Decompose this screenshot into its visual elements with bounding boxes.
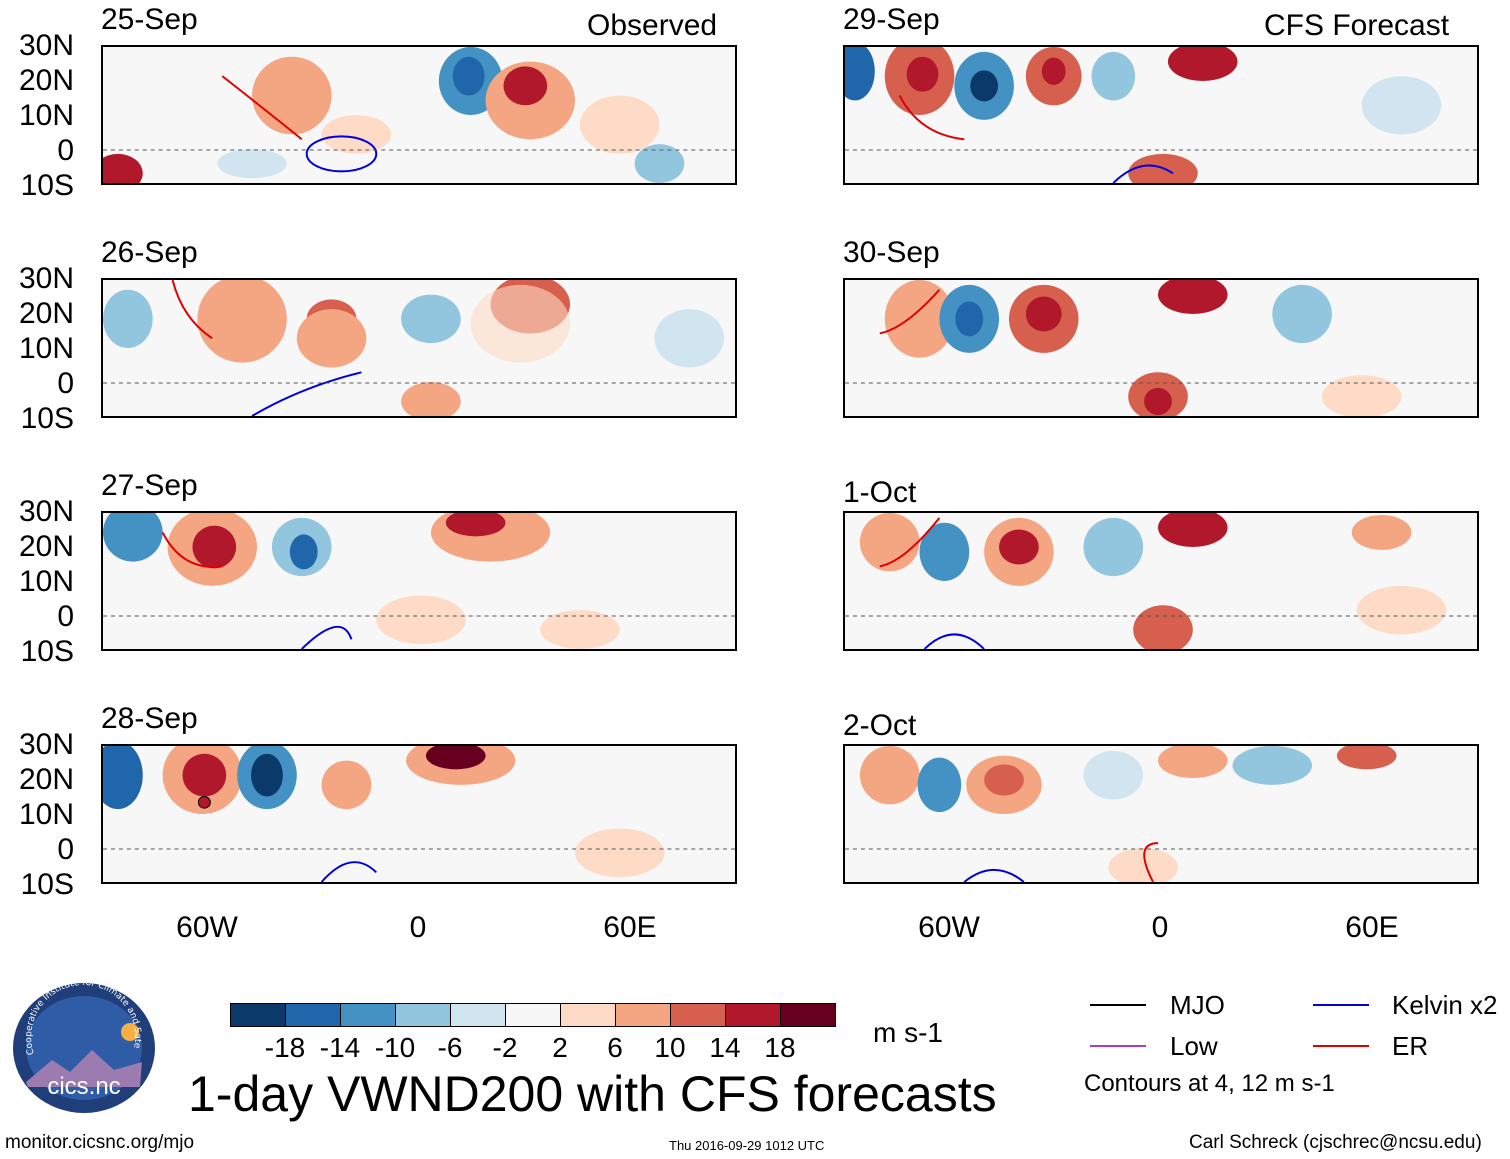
colorbar-swatch — [450, 1003, 506, 1027]
legend-line-low — [1090, 1045, 1146, 1047]
colorbar-swatch — [670, 1003, 726, 1027]
colorbar-swatch — [340, 1003, 396, 1027]
colorbar-swatch — [230, 1003, 286, 1027]
vwnd-anomaly-field — [845, 746, 1477, 882]
legend-label-er: ER — [1392, 1031, 1429, 1061]
colorbar-label: -10 — [374, 1032, 416, 1063]
vwnd-anomaly-field — [103, 47, 735, 183]
panel-date-label: 30-Sep — [843, 236, 940, 269]
lon-tick-label: 60E — [603, 911, 657, 944]
panel-date-label: 25-Sep — [101, 3, 198, 36]
vwnd-anomaly-field — [103, 280, 735, 416]
colorbar-label: 6 — [607, 1032, 623, 1063]
map-panel-forecast-1 — [843, 45, 1479, 185]
vwnd-anomaly-field — [845, 47, 1477, 183]
lat-tick-label: 10S — [20, 635, 74, 668]
panel-date-label: 27-Sep — [101, 469, 198, 502]
lat-tick-label: 20N — [18, 763, 74, 796]
vwnd-anomaly-field — [845, 280, 1477, 416]
lon-tick-label: 0 — [409, 911, 427, 944]
colorbar-swatch — [505, 1003, 561, 1027]
lat-tick-label: 0 — [57, 134, 74, 167]
lat-tick-label: 30N — [18, 728, 74, 761]
forecast-column-label: CFS Forecast — [1264, 9, 1450, 42]
colorbar-label: 2 — [552, 1032, 568, 1063]
lat-tick-label: 10N — [18, 332, 74, 365]
panel-date-label: 26-Sep — [101, 236, 198, 269]
cics-logo: Cooperative Institute for Climate and Sa… — [9, 975, 156, 1114]
lon-tick-label: 60E — [1345, 911, 1399, 944]
colorbar-label: -6 — [437, 1032, 463, 1063]
vwnd-anomaly-field — [103, 746, 735, 882]
lat-tick-label: 30N — [18, 29, 74, 62]
panel-date-label: 2-Oct — [843, 709, 917, 742]
cics-logo-text: cics.nc — [47, 1073, 120, 1100]
colorbar-swatch — [285, 1003, 341, 1027]
colorbar-label: 18 — [764, 1032, 796, 1063]
map-panel-observed-4 — [101, 744, 737, 884]
legend-line-er — [1313, 1045, 1369, 1047]
panel-date-label: 29-Sep — [843, 3, 940, 36]
lat-tick-label: 20N — [18, 64, 74, 97]
lat-tick-label: 10N — [18, 565, 74, 598]
observed-column-label: Observed — [587, 9, 718, 42]
map-panel-observed-1 — [101, 45, 737, 185]
legend-line-mjo — [1090, 1004, 1146, 1006]
legend-label-low: Low — [1170, 1031, 1218, 1061]
vwnd-anomaly-field — [845, 513, 1477, 649]
lat-tick-label: 0 — [57, 600, 74, 633]
lat-tick-label: 10S — [20, 868, 74, 901]
map-panel-forecast-4 — [843, 744, 1479, 884]
lon-tick-label: 60W — [176, 911, 238, 944]
lat-tick-label: 10S — [20, 402, 74, 435]
colorbar-label: -14 — [319, 1032, 361, 1063]
lat-tick-label: 30N — [18, 262, 74, 295]
map-panel-observed-2 — [101, 278, 737, 418]
legend-label-mjo: MJO — [1170, 990, 1225, 1020]
colorbar-swatch — [725, 1003, 781, 1027]
map-panel-observed-3 — [101, 511, 737, 651]
footer-author: Carl Schreck (cjschrec@ncsu.edu) — [1189, 1132, 1482, 1153]
colorbar-swatch — [615, 1003, 671, 1027]
lat-tick-label: 10S — [20, 169, 74, 202]
map-panel-forecast-2 — [843, 278, 1479, 418]
units-label: m s-1 — [873, 1017, 943, 1048]
panel-date-label: 28-Sep — [101, 702, 198, 735]
panel-date-label: 1-Oct — [843, 476, 917, 509]
lon-tick-label: 0 — [1151, 911, 1169, 944]
footer-timestamp: Thu 2016-09-29 1012 UTC — [669, 1138, 825, 1153]
legend-line-kelvin — [1313, 1004, 1369, 1006]
colorbar-label: 10 — [654, 1032, 686, 1063]
lat-tick-label: 0 — [57, 367, 74, 400]
colorbar-label: 14 — [709, 1032, 741, 1063]
contours-note: Contours at 4, 12 m s-1 — [1084, 1070, 1335, 1097]
lat-tick-label: 30N — [18, 495, 74, 528]
colorbar-swatch — [560, 1003, 616, 1027]
lat-tick-label: 20N — [18, 297, 74, 330]
colorbar-label: -2 — [492, 1032, 518, 1063]
colorbar-swatch — [780, 1003, 836, 1027]
lat-tick-label: 0 — [57, 833, 74, 866]
footer-url[interactable]: monitor.cicsnc.org/mjo — [5, 1132, 195, 1153]
lat-tick-label: 10N — [18, 798, 74, 831]
vwnd-anomaly-field — [103, 513, 735, 649]
lon-tick-label: 60W — [918, 911, 980, 944]
lat-tick-label: 20N — [18, 530, 74, 563]
lat-tick-label: 10N — [18, 99, 74, 132]
colorbar-swatch — [395, 1003, 451, 1027]
figure-title: 1-day VWND200 with CFS forecasts — [188, 1066, 997, 1122]
colorbar-label: -18 — [264, 1032, 306, 1063]
map-panel-forecast-3 — [843, 511, 1479, 651]
legend-label-kelvin: Kelvin x2 — [1392, 990, 1498, 1020]
